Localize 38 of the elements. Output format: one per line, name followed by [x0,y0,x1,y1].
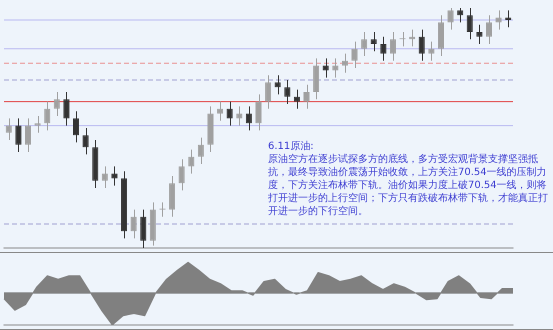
candlestick [380,36,386,62]
candlestick [361,32,368,56]
candlestick [188,149,194,174]
candlestick [352,41,358,68]
candlestick [140,209,146,248]
candlestick [236,106,242,126]
candlestick [111,166,118,186]
candlestick [178,158,185,191]
candlestick [54,92,60,116]
candlestick [448,8,454,30]
candlestick [255,94,262,131]
candlestick [466,8,473,40]
candlestick [246,106,252,131]
candlestick [332,58,338,78]
candlestick [73,110,80,143]
candlestick [198,137,204,164]
candlestick [322,58,329,78]
candlestick [418,29,425,62]
candlestick [44,101,50,131]
candlestick [82,128,89,155]
candlestick [6,118,12,140]
candlestick [102,166,108,188]
candlestick [226,101,233,126]
candlestick [130,209,137,239]
candlestick [476,24,482,44]
candlestick [265,74,272,110]
annotation: 原油空方在逐步试探多方的底线，多方受宏观背景支撑坚强抵抗，最终导致油价震荡开始收敛，上方关注70.54一线的压制力度，下方关注布林带下轨。油价如果力度上破70.54一线，则将打开进一步的上行空间；下方只有跌破布林带下轨，才能真正打开进一步的下行空间。 [268,153,548,218]
candlestick [505,10,512,28]
annotation: 6.11原油: [268,140,315,153]
candlestick [390,32,396,62]
candlestick [34,116,41,134]
candlestick [370,32,377,52]
candlestick [486,14,492,44]
candlestick [496,10,502,30]
candlestick [63,92,70,126]
candlestick [284,80,290,104]
candlestick [24,118,32,152]
candlestick [15,118,22,152]
